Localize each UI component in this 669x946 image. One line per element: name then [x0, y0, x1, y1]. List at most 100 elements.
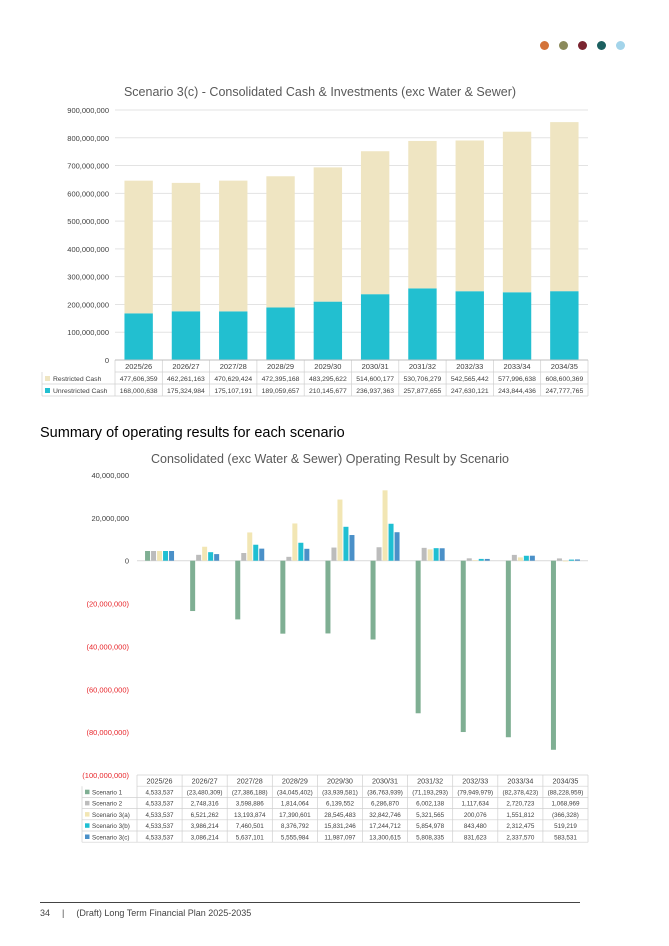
- x-tick-label: 2032/33: [462, 776, 488, 785]
- y-tick-label: 20,000,000: [91, 514, 129, 523]
- data-label: 2,748,316: [191, 801, 220, 808]
- data-label: 2,720,723: [506, 801, 535, 808]
- data-label: 5,555,984: [281, 834, 310, 841]
- data-label: 5,637,101: [236, 834, 265, 841]
- bar-scenario-3-a-: [292, 523, 298, 561]
- data-label: 32,842,746: [369, 812, 401, 819]
- data-label: 514,600,177: [356, 376, 394, 383]
- data-label: 243,844,436: [498, 388, 536, 395]
- bar-scenario-2: [511, 554, 517, 561]
- bar-restricted-cash: [360, 151, 390, 295]
- data-label: 6,286,870: [371, 801, 400, 808]
- decor-dot: [540, 41, 549, 50]
- y-tick-label: (80,000,000): [86, 728, 129, 737]
- bar-scenario-3-c-: [574, 559, 580, 561]
- bar-restricted-cash: [266, 176, 295, 308]
- bar-unrestricted-cash: [171, 311, 201, 360]
- y-tick-label: 400,000,000: [67, 245, 109, 254]
- document-title: (Draft) Long Term Financial Plan 2025-20…: [76, 908, 252, 918]
- bar-scenario-3-a-: [382, 490, 388, 561]
- x-tick-label: 2030/31: [372, 776, 398, 785]
- bar-scenario-3-b-: [478, 558, 484, 561]
- data-label: (36,763,939): [367, 790, 403, 797]
- bar-scenario-1: [505, 560, 511, 738]
- x-tick-label: 2029/30: [327, 776, 353, 785]
- x-tick-label: 2032/33: [456, 362, 483, 371]
- data-label: (27,386,188): [232, 790, 268, 797]
- y-tick-label: 500,000,000: [67, 217, 109, 226]
- data-label: 3,986,214: [191, 823, 220, 830]
- data-label: (33,939,581): [322, 790, 358, 797]
- data-label: 6,521,262: [191, 812, 220, 819]
- y-tick-label: (60,000,000): [86, 685, 129, 694]
- bar-scenario-3-c-: [259, 548, 265, 561]
- data-label: (79,949,979): [457, 790, 493, 797]
- data-label: 8,376,792: [281, 823, 310, 830]
- data-label: (34,045,402): [277, 790, 313, 797]
- y-tick-label: 900,000,000: [67, 106, 109, 115]
- y-tick-label: 300,000,000: [67, 273, 109, 282]
- bar-scenario-3-c-: [394, 532, 400, 561]
- legend-swatch: [85, 812, 90, 817]
- legend-label: Scenario 2: [92, 801, 123, 808]
- data-label: 247,777,765: [545, 388, 583, 395]
- data-label: 3,086,214: [191, 834, 220, 841]
- data-label: 3,598,886: [236, 801, 265, 808]
- data-label: 11,987,097: [324, 834, 356, 841]
- bar-scenario-3-a-: [202, 546, 208, 561]
- data-label: 1,117,634: [461, 801, 489, 808]
- bar-scenario-3-a-: [247, 532, 253, 561]
- legend-swatch: [85, 823, 90, 828]
- x-tick-label: 2034/35: [552, 776, 578, 785]
- bar-scenario-3-a-: [427, 549, 433, 561]
- bar-scenario-3-a-: [157, 550, 163, 561]
- data-label: 2,312,475: [506, 823, 535, 830]
- bar-scenario-2: [466, 558, 472, 561]
- data-label: 1,814,064: [281, 801, 310, 808]
- y-tick-label: 200,000,000: [67, 300, 109, 309]
- data-label: 1,068,969: [551, 801, 580, 808]
- bar-scenario-3-b-: [163, 550, 169, 561]
- x-tick-label: 2030/31: [362, 362, 389, 371]
- data-label: (366,328): [552, 812, 579, 819]
- bar-scenario-3-a-: [517, 557, 523, 561]
- bar-scenario-2: [421, 547, 427, 561]
- data-label: 17,390,601: [279, 812, 311, 819]
- bar-scenario-3-b-: [253, 544, 259, 561]
- y-tick-label: 0: [105, 356, 109, 365]
- legend-label: Scenario 3(a): [92, 812, 130, 819]
- data-label: 4,533,537: [146, 790, 175, 797]
- data-label: 4,533,537: [146, 823, 175, 830]
- data-label: (71,193,293): [412, 790, 448, 797]
- data-label: 583,531: [554, 834, 577, 841]
- data-label: 200,076: [464, 812, 487, 819]
- data-label: 236,937,363: [356, 388, 394, 395]
- bar-scenario-3-a-: [562, 560, 568, 562]
- data-label: 175,107,191: [214, 388, 252, 395]
- data-label: 247,630,121: [451, 388, 489, 395]
- x-tick-label: 2031/32: [417, 776, 443, 785]
- data-label: 15,831,246: [324, 823, 356, 830]
- footer-separator: |: [62, 908, 65, 918]
- legend-label: Scenario 3(b): [92, 823, 130, 830]
- data-label: 6,139,552: [326, 801, 355, 808]
- data-label: 210,145,677: [309, 388, 347, 395]
- bar-restricted-cash: [550, 122, 579, 292]
- data-label: 577,996,638: [498, 376, 536, 383]
- bar-scenario-3-b-: [523, 555, 529, 561]
- data-label: 5,808,335: [416, 834, 445, 841]
- legend-swatch: [85, 789, 90, 795]
- data-label: 175,324,984: [167, 388, 205, 395]
- bar-scenario-2: [556, 558, 562, 561]
- bar-scenario-1: [145, 550, 151, 561]
- bar-scenario-1: [235, 560, 241, 620]
- data-label: 17,244,712: [369, 823, 401, 830]
- footer-rule: [40, 902, 580, 903]
- bar-scenario-1: [280, 560, 286, 634]
- section-heading: Summary of operating results for each sc…: [40, 425, 345, 441]
- legend-swatch: [45, 376, 50, 381]
- x-tick-label: 2025/26: [147, 776, 173, 785]
- data-label: 843,480: [464, 823, 487, 830]
- y-tick-label: 800,000,000: [67, 134, 109, 143]
